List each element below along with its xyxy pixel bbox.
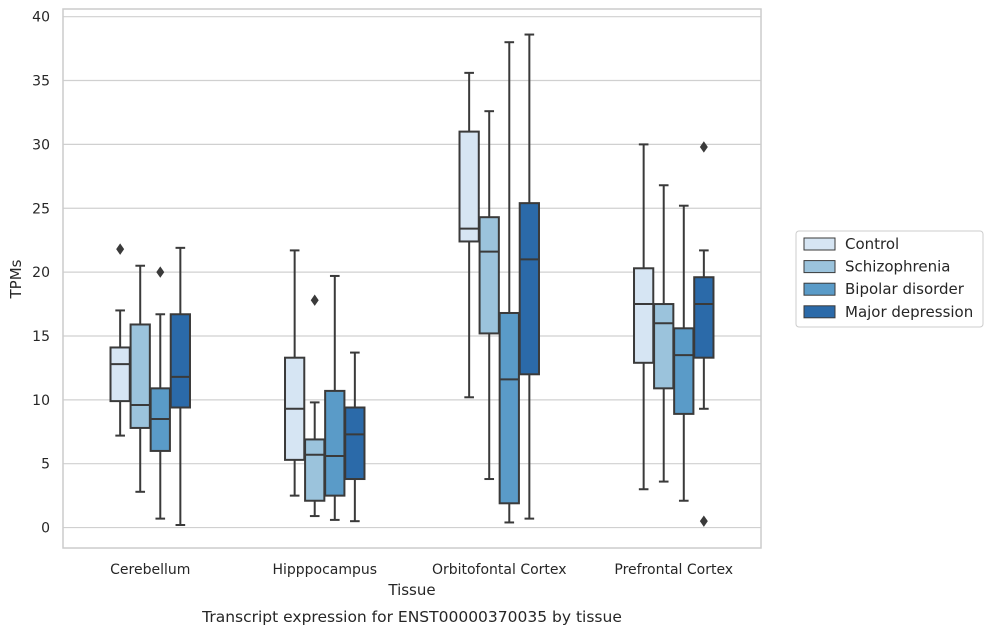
box-iqr bbox=[478, 216, 500, 335]
box-group bbox=[129, 264, 151, 493]
y-tick-label: 0 bbox=[41, 521, 50, 537]
x-axis-ticks: Cerebellum Hipppocampus Orbitofontal Corte… bbox=[110, 562, 733, 578]
x-tick-label: Cerebellum bbox=[110, 562, 190, 578]
x-tick-label: Hipppocampus bbox=[272, 562, 377, 578]
legend-label: Major depression bbox=[845, 303, 973, 321]
box-group bbox=[498, 41, 520, 524]
legend-swatch bbox=[803, 305, 836, 319]
box-group bbox=[633, 143, 655, 491]
box-group bbox=[344, 351, 366, 523]
legend-swatch bbox=[803, 260, 836, 274]
x-tick-label: Orbitofontal Cortex bbox=[432, 562, 567, 578]
outlier-marker bbox=[699, 515, 708, 527]
box-group bbox=[693, 141, 715, 527]
box-iqr bbox=[324, 389, 346, 497]
legend-frame bbox=[795, 230, 984, 328]
box-iqr bbox=[653, 303, 675, 390]
y-tick-label: 35 bbox=[32, 74, 50, 90]
outlier-marker bbox=[156, 266, 165, 278]
box-iqr bbox=[109, 346, 131, 403]
box-group bbox=[458, 71, 480, 399]
y-axis-label: TPMs bbox=[7, 259, 25, 299]
box-group bbox=[518, 33, 540, 520]
y-tick-label: 10 bbox=[32, 393, 50, 409]
x-tick-label: Prefrontal Cortex bbox=[614, 562, 733, 578]
box-iqr bbox=[344, 406, 366, 481]
legend-swatch bbox=[803, 282, 836, 296]
box-iqr bbox=[458, 130, 480, 243]
box-group bbox=[284, 249, 306, 497]
legend-label: Schizophrenia bbox=[845, 258, 950, 276]
box-group bbox=[478, 110, 500, 481]
box-group bbox=[673, 204, 695, 502]
box-iqr bbox=[498, 311, 520, 505]
box-iqr bbox=[169, 313, 191, 409]
legend: Control Schizophrenia Bipolar disorder Majo… bbox=[795, 230, 984, 328]
outlier-marker bbox=[699, 141, 708, 153]
y-tick-label: 20 bbox=[32, 265, 50, 281]
x-axis-label: Tissue bbox=[387, 581, 435, 599]
plot-area-frame bbox=[62, 8, 762, 549]
box-group bbox=[149, 266, 171, 520]
box-iqr bbox=[693, 276, 715, 359]
box-group bbox=[324, 274, 346, 521]
y-axis-ticks: 0 5 10 15 20 25 30 35 40 bbox=[32, 10, 50, 537]
chart-caption: Transcript expression for ENST0000037003… bbox=[201, 608, 622, 626]
box-iqr bbox=[633, 267, 655, 364]
box-group bbox=[304, 294, 326, 518]
outlier-marker bbox=[310, 294, 319, 306]
box-iqr bbox=[304, 438, 326, 502]
outlier-marker bbox=[116, 243, 125, 255]
box-iqr bbox=[518, 202, 540, 376]
box-group bbox=[653, 184, 675, 483]
box-iqr bbox=[673, 327, 695, 415]
y-tick-label: 30 bbox=[32, 137, 50, 153]
legend-label: Bipolar disorder bbox=[845, 280, 965, 298]
legend-swatch bbox=[803, 237, 836, 251]
box-group bbox=[169, 246, 191, 527]
y-tick-label: 5 bbox=[41, 457, 50, 473]
y-tick-label: 25 bbox=[32, 201, 50, 217]
y-tick-label: 40 bbox=[32, 10, 50, 26]
y-tick-label: 15 bbox=[32, 329, 50, 345]
box-group bbox=[109, 243, 131, 437]
legend-label: Control bbox=[845, 235, 899, 253]
box-series bbox=[109, 33, 715, 527]
box-iqr bbox=[129, 323, 151, 429]
